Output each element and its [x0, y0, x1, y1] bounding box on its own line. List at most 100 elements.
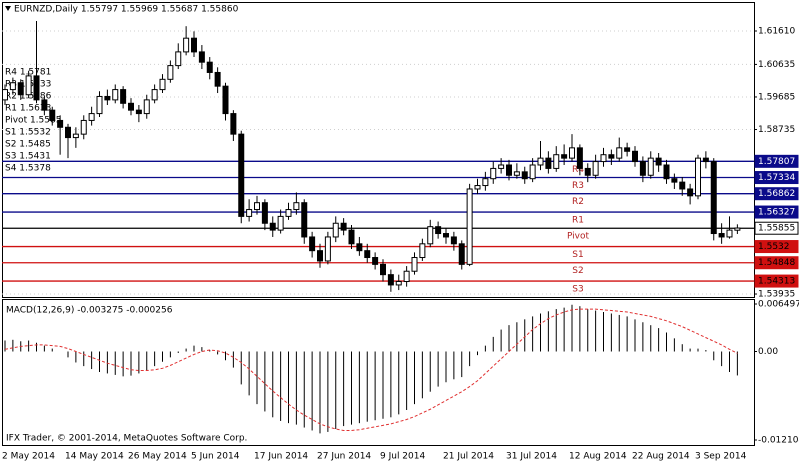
candle-body: [395, 281, 402, 286]
candle-body: [561, 154, 568, 159]
pivot-name: R1: [572, 216, 584, 226]
candle-body: [2, 89, 8, 101]
candle-body: [608, 154, 615, 159]
candle-body: [639, 161, 646, 176]
candle-body: [65, 126, 71, 139]
candle-body: [458, 243, 465, 265]
candle-body: [537, 157, 544, 166]
candle-body: [309, 236, 316, 252]
pivot-price-box: [754, 256, 799, 270]
candle-body: [238, 133, 245, 217]
candle-body: [435, 226, 442, 235]
candle-body: [702, 157, 709, 163]
candle-body: [592, 161, 599, 176]
candle-body: [569, 147, 575, 159]
pivot-name: R3: [572, 181, 584, 191]
candle-body: [72, 133, 79, 139]
pivot-legend: S3 1.5431: [5, 152, 51, 162]
candle-body: [254, 202, 260, 211]
candle-body: [96, 95, 103, 115]
candle-body: [120, 89, 127, 104]
candle-body: [183, 37, 190, 53]
candle-body: [466, 188, 473, 265]
candle-body: [726, 229, 733, 238]
candle-body: [49, 109, 56, 121]
candle-body: [332, 222, 339, 238]
y-tick-label: 1.60635: [758, 60, 795, 70]
candle-body: [143, 99, 150, 115]
candle-body: [616, 147, 623, 159]
pivot-name: R4: [572, 165, 584, 175]
x-tick-label: 26 May 2014: [128, 452, 187, 462]
candle-body: [88, 113, 95, 121]
candle-body: [545, 157, 552, 169]
candle-body: [663, 164, 670, 180]
pivot-legend: S4 1.5378: [5, 164, 51, 174]
candle-body: [57, 119, 64, 128]
candle-body: [151, 89, 158, 101]
candle-body: [128, 102, 134, 111]
pivot-price-label: 1.57334: [758, 173, 795, 183]
pivot-legend: S2 1.5485: [5, 140, 51, 150]
x-tick-label: 21 Jul 2014: [443, 452, 494, 462]
candle-body: [214, 71, 221, 87]
candle-body: [175, 51, 182, 67]
candle-body: [513, 171, 520, 176]
x-tick-label: 2 May 2014: [2, 452, 55, 462]
macd-title: MACD(12,26,9) -0.003275 -0.000256: [6, 306, 173, 316]
pivot-price-box: [754, 205, 799, 219]
candle-body: [387, 274, 394, 286]
candle-body: [261, 202, 268, 224]
y-tick-label: 0.006497: [758, 300, 799, 310]
pivot-name: Pivot: [567, 232, 590, 242]
candle-body: [427, 226, 434, 245]
x-tick-label: 27 Jun 2014: [317, 452, 371, 462]
candle-body: [340, 222, 347, 231]
candle-body: [324, 236, 331, 262]
price-panel: [2, 2, 755, 298]
pivot-price-box: [754, 240, 799, 254]
candle-body: [17, 82, 24, 96]
x-tick-label: 12 Aug 2014: [569, 452, 627, 462]
candle-body: [269, 222, 276, 231]
y-tick-label: 0.00: [758, 347, 778, 357]
x-tick-label: 3 Sep 2014: [695, 452, 747, 462]
candle-body: [191, 37, 197, 53]
candle-body: [553, 154, 560, 169]
macd-panel: [2, 299, 755, 446]
candle-body: [246, 209, 253, 217]
candle-body: [230, 113, 237, 135]
pivot-price-label: 1.56327: [758, 208, 795, 218]
candle-body: [632, 150, 638, 163]
pivot-price-box: [754, 154, 799, 168]
candle-body: [734, 227, 741, 231]
candle-body: [135, 109, 142, 115]
candle-body: [600, 154, 607, 163]
candle-body: [198, 51, 205, 63]
candle-body: [33, 75, 40, 101]
candle-body: [490, 167, 497, 180]
candle-body: [679, 181, 686, 190]
candle-body: [411, 257, 418, 272]
candle-body: [222, 85, 229, 115]
x-tick-label: 9 Jul 2014: [380, 452, 425, 462]
chart-title: EURNZD,Daily 1.55797 1.55969 1.55687 1.5…: [14, 5, 239, 15]
candle-body: [498, 164, 505, 169]
candle-body: [356, 243, 363, 252]
y-tick-label: 1.61610: [758, 26, 795, 36]
candle-body: [529, 164, 536, 180]
pivot-price-box: [754, 221, 799, 235]
candle-body: [80, 119, 87, 135]
pivot-price-label: 1.57807: [758, 157, 795, 167]
candle-body: [301, 202, 308, 238]
candle-body: [474, 185, 481, 190]
pivot-legend: R1 1.5633: [5, 104, 51, 114]
candle-body: [506, 164, 512, 176]
candle-body: [159, 78, 166, 91]
pivot-legend: Pivot 1.5585: [5, 116, 61, 126]
candle-body: [443, 233, 449, 238]
candle-body: [419, 243, 426, 259]
pivot-price-label: 1.5532: [758, 242, 790, 252]
candle-body: [655, 157, 662, 166]
menu-icon: [5, 6, 11, 11]
